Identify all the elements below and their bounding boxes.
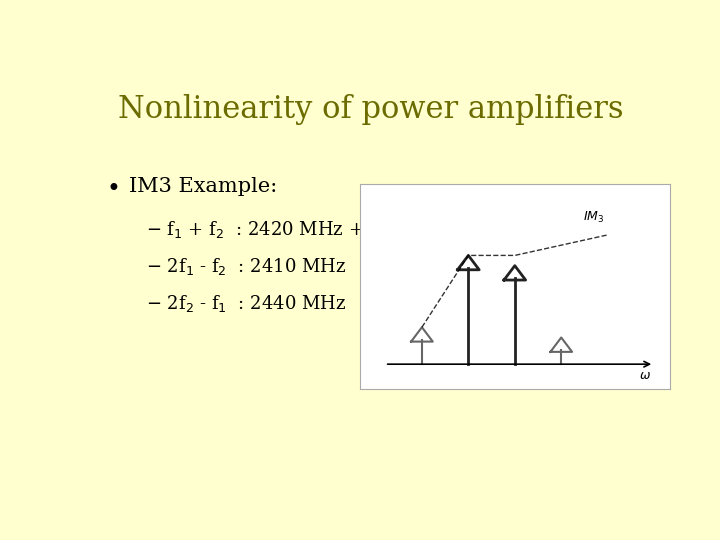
Text: $-$ f$_1$ + f$_2$  : 2420 MHz + 2430 MHz: $-$ f$_1$ + f$_2$ : 2420 MHz + 2430 MHz xyxy=(145,219,465,240)
Text: $-$ 2f$_2$ - f$_1$  : 2440 MHz: $-$ 2f$_2$ - f$_1$ : 2440 MHz xyxy=(145,294,346,314)
Text: $\omega$: $\omega$ xyxy=(639,368,651,382)
Text: •: • xyxy=(107,177,121,201)
Text: $IM_3$: $IM_3$ xyxy=(583,210,604,225)
Text: IM3 Example:: IM3 Example: xyxy=(129,177,277,196)
Text: Nonlinearity of power amplifiers: Nonlinearity of power amplifiers xyxy=(118,94,624,125)
Text: $-$ 2f$_1$ - f$_2$  : 2410 MHz: $-$ 2f$_1$ - f$_2$ : 2410 MHz xyxy=(145,256,346,277)
